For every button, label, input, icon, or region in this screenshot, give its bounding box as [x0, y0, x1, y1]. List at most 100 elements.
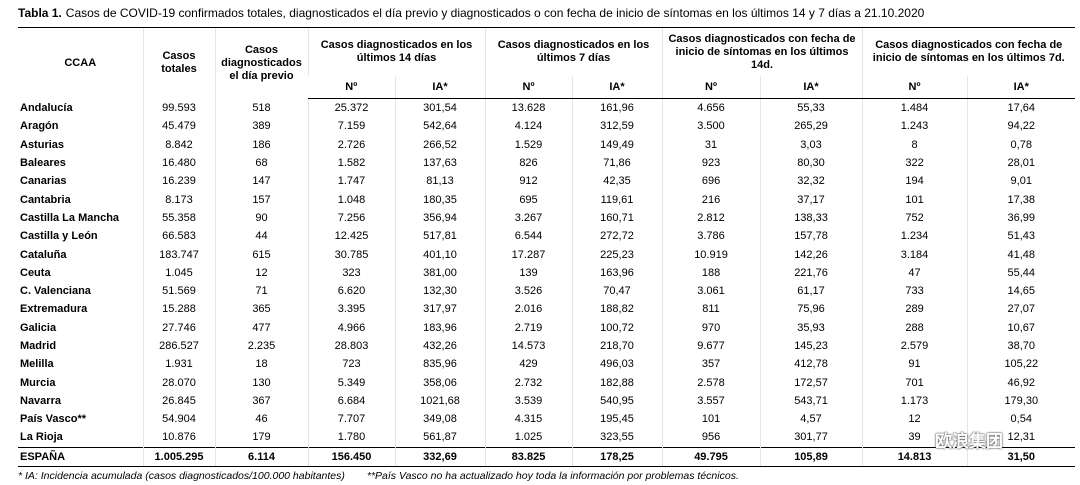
cell: 61,17 [759, 281, 863, 301]
cell: 2.579 [861, 336, 968, 356]
cell: 956 [661, 428, 761, 448]
cell: 477 [214, 318, 308, 337]
region-name: Murcia [20, 376, 56, 389]
cell: 194 [861, 172, 968, 191]
cell: 322 [861, 153, 968, 173]
cell: 100,72 [571, 318, 663, 337]
cell: 49.795 [661, 446, 761, 467]
cell: 332,69 [394, 446, 485, 467]
cell: 36,99 [966, 208, 1076, 228]
table-row: Madrid 286.527 2.235 28.803 432,26 14.573 218,… [18, 336, 1076, 356]
cell: 145,23 [759, 336, 863, 356]
cell: 12 [861, 410, 968, 429]
table-row: Cataluña 183.747 615 30.785 401,10 17.287 225,… [18, 245, 1076, 264]
cell: 2.732 [484, 373, 572, 392]
table-body: Andalucía 99.593 518 25.372 301,54 13.628 161,… [18, 98, 1076, 467]
cell: 4.315 [484, 410, 572, 429]
cell: 1.045 [142, 263, 215, 282]
cell: 37,17 [759, 190, 863, 209]
cell: 186 [214, 135, 308, 154]
cell: 1.048 [307, 190, 395, 209]
region-name: Aragón [20, 120, 59, 133]
cell: 39 [861, 428, 968, 448]
table-row: Canarias 16.239 147 1.747 81,13 912 42,35 696 32… [18, 172, 1076, 191]
cell: 55,44 [966, 263, 1076, 282]
cell: 7.159 [307, 117, 395, 136]
cell: 28.070 [142, 373, 215, 392]
cell: 26.845 [142, 391, 215, 411]
table-row: Castilla y León 66.583 44 12.425 517,81 6.544… [18, 227, 1076, 246]
cell: 9,01 [966, 172, 1076, 191]
sub-header: IA* [966, 76, 1076, 99]
region-name: País Vasco** [20, 413, 87, 426]
cell: 1.243 [861, 117, 968, 136]
group-header: Casos diagnosticados con fecha de inicio… [661, 27, 863, 76]
cell: 1.484 [861, 98, 968, 118]
cell: 3.539 [484, 391, 572, 411]
cell: 401,10 [394, 245, 485, 264]
cell: 1021,68 [394, 391, 485, 411]
cell: 90 [214, 208, 308, 228]
cell: 4.124 [484, 117, 572, 136]
cell: 3.557 [661, 391, 761, 411]
sub-header: Nº [661, 76, 761, 99]
cell: 6.620 [307, 281, 395, 301]
cell: 160,71 [571, 208, 663, 228]
cell: 27.746 [142, 318, 215, 337]
cell: 157 [214, 190, 308, 209]
header-cell: Casos totales [142, 27, 215, 99]
cell: 1.931 [142, 355, 215, 374]
cell: 701 [861, 373, 968, 392]
cell: 12,31 [966, 428, 1076, 448]
cell: 51,43 [966, 227, 1076, 246]
cell: 3.786 [661, 227, 761, 246]
footnote: * IA: Incidencia acumulada (casos diagno… [18, 470, 345, 482]
cell: 518 [214, 98, 308, 118]
sub-header: Nº [308, 76, 395, 99]
cell: 615 [214, 245, 308, 264]
title-label: Tabla 1. [18, 6, 62, 20]
cell: 17,64 [966, 98, 1076, 118]
cell: 540,95 [571, 391, 663, 411]
sub-header: IA* [759, 76, 863, 99]
table-row: Cantabria 8.173 157 1.048 180,35 695 119,61 216… [18, 190, 1076, 209]
cell: 517,81 [394, 227, 485, 246]
table-row: País Vasco** 54.904 46 7.707 349,08 4.315 195,… [18, 410, 1076, 429]
cell: 44 [214, 227, 308, 246]
cell: 195,45 [571, 410, 663, 429]
cell: 46 [214, 410, 308, 429]
cell: 365 [214, 300, 308, 319]
table-row: ESPAÑA 1.005.295 6.114 156.450 332,69 83.825 1… [18, 446, 1076, 467]
region-name: Castilla La Mancha [20, 211, 120, 224]
cell: 14.573 [484, 336, 572, 356]
cell: 32,32 [759, 172, 863, 191]
cell: 105,89 [759, 446, 863, 467]
cell: 826 [484, 153, 572, 173]
cell: 266,52 [394, 135, 485, 154]
footnotes: * IA: Incidencia acumulada (casos diagno… [18, 470, 739, 482]
cell: 265,29 [759, 117, 863, 136]
cell: 301,77 [759, 428, 863, 448]
cell: 137,63 [394, 153, 485, 173]
cell: 8 [861, 135, 968, 154]
cell: 723 [307, 355, 395, 374]
cell: 3,03 [759, 135, 863, 154]
cell: 156.450 [307, 446, 395, 467]
cell: 432,26 [394, 336, 485, 356]
sub-header: Nº [861, 76, 968, 99]
cell: 542,64 [394, 117, 485, 136]
cell: 130 [214, 373, 308, 392]
cell: 31,50 [966, 446, 1076, 467]
header-cell: CCAA [18, 27, 143, 99]
region-name: Baleares [20, 157, 66, 170]
cell: 4.966 [307, 318, 395, 337]
group-header: Casos diagnosticados en los últimos 14 d… [307, 27, 485, 76]
cell: 149,49 [571, 135, 663, 154]
cell: 16.480 [142, 153, 215, 173]
cell: 6.684 [307, 391, 395, 411]
cell: 3.184 [861, 245, 968, 264]
cell: 47 [861, 263, 968, 282]
cell: 179 [214, 428, 308, 448]
region-name: Castilla y León [20, 230, 98, 243]
region-name: Galicia [20, 321, 57, 334]
